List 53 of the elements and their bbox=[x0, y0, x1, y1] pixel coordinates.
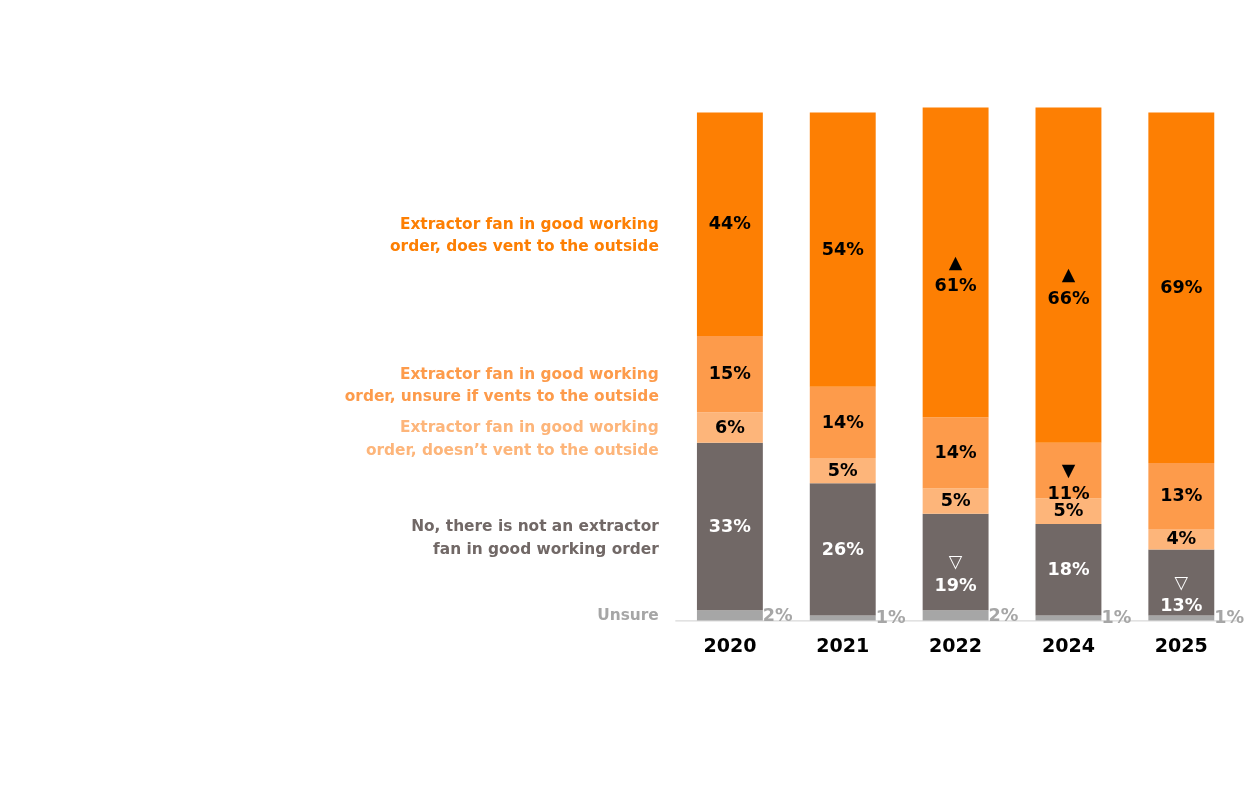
bar bbox=[1148, 112, 1215, 464]
data-label: 2% bbox=[988, 604, 1019, 625]
data-label: 1% bbox=[1214, 607, 1245, 628]
data-label: ▽ 13% bbox=[1160, 571, 1203, 615]
data-label: 69% bbox=[1160, 276, 1203, 297]
data-label: 1% bbox=[1101, 607, 1132, 628]
data-label: ▲ 66% bbox=[1047, 264, 1090, 308]
data-label: 15% bbox=[708, 363, 752, 384]
x-tick-label: 2024 bbox=[1041, 634, 1095, 657]
bar bbox=[696, 336, 763, 413]
data-label: 44% bbox=[708, 213, 752, 234]
bar bbox=[1035, 615, 1102, 621]
bar bbox=[1148, 549, 1215, 616]
bar bbox=[922, 107, 989, 418]
data-label: ▲ 61% bbox=[934, 251, 978, 296]
bar bbox=[1035, 107, 1102, 443]
bar bbox=[922, 513, 989, 611]
data-label: 13% bbox=[1160, 485, 1203, 506]
text: Extractor fan in good working order, doesn’t vent to the outside bbox=[365, 417, 659, 459]
data-label: 6% bbox=[714, 416, 746, 437]
bar bbox=[696, 112, 763, 337]
x-tick-label: 2020 bbox=[703, 634, 757, 657]
x-tick-label: 2022 bbox=[929, 634, 983, 657]
data-label: 2% bbox=[762, 604, 794, 625]
data-label: 33% bbox=[708, 515, 752, 536]
data-label: 5% bbox=[827, 459, 859, 480]
data-label: 18% bbox=[1047, 558, 1090, 579]
bar bbox=[1035, 524, 1102, 616]
data-label: 54% bbox=[821, 238, 865, 259]
text: Extractor fan in good working order, unsure if vents to the outside bbox=[344, 364, 659, 406]
bar bbox=[809, 386, 876, 458]
bar bbox=[809, 112, 876, 387]
bar bbox=[922, 610, 989, 621]
data-label: 14% bbox=[934, 442, 978, 463]
data-label: 4% bbox=[1166, 528, 1197, 549]
data-label: 26% bbox=[821, 538, 865, 559]
bar bbox=[1148, 463, 1215, 530]
bar bbox=[696, 412, 763, 443]
text: Extractor fan in good working order, does vent to the outside bbox=[390, 214, 659, 256]
data-label: ▽ 19% bbox=[934, 551, 978, 595]
text: Unsure bbox=[597, 605, 659, 624]
bar bbox=[809, 615, 876, 621]
bar bbox=[809, 483, 876, 616]
data-label: 1% bbox=[875, 607, 906, 628]
data-label: 5% bbox=[940, 490, 971, 511]
x-tick-label: 2021 bbox=[816, 634, 870, 657]
data-label: 14% bbox=[821, 411, 865, 432]
bar bbox=[696, 442, 763, 611]
x-tick-label: 2025 bbox=[1154, 634, 1208, 657]
bar bbox=[1148, 615, 1215, 621]
bar bbox=[922, 417, 989, 489]
text: No, there is not an extractor fan in good working order bbox=[411, 516, 660, 558]
bar bbox=[696, 610, 763, 621]
